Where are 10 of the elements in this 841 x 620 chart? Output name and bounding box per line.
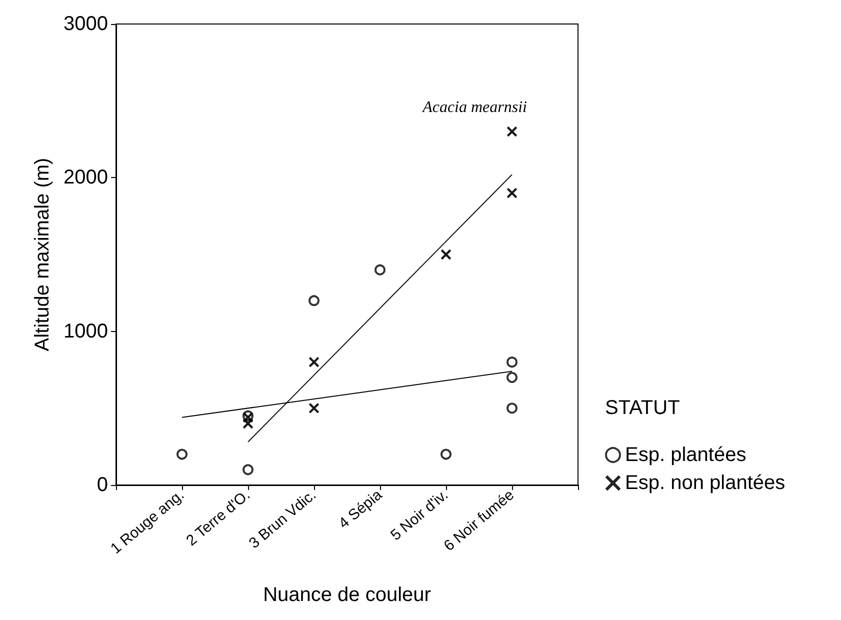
y-tick-label: 1000 <box>64 320 108 342</box>
annotation: Acacia mearnsii <box>422 99 527 116</box>
y-tick-label: 3000 <box>64 13 108 35</box>
y-tick-label: 2000 <box>64 166 108 189</box>
legend-label: Esp. plantées <box>625 444 746 466</box>
legend-title: STATUT <box>605 397 680 419</box>
y-axis-title: Altitude maximale (m) <box>32 158 54 352</box>
x-axis-title: Nuance de couleur <box>263 584 432 606</box>
y-tick-label: 0 <box>96 474 108 496</box>
legend-label: Esp. non plantées <box>625 472 786 494</box>
